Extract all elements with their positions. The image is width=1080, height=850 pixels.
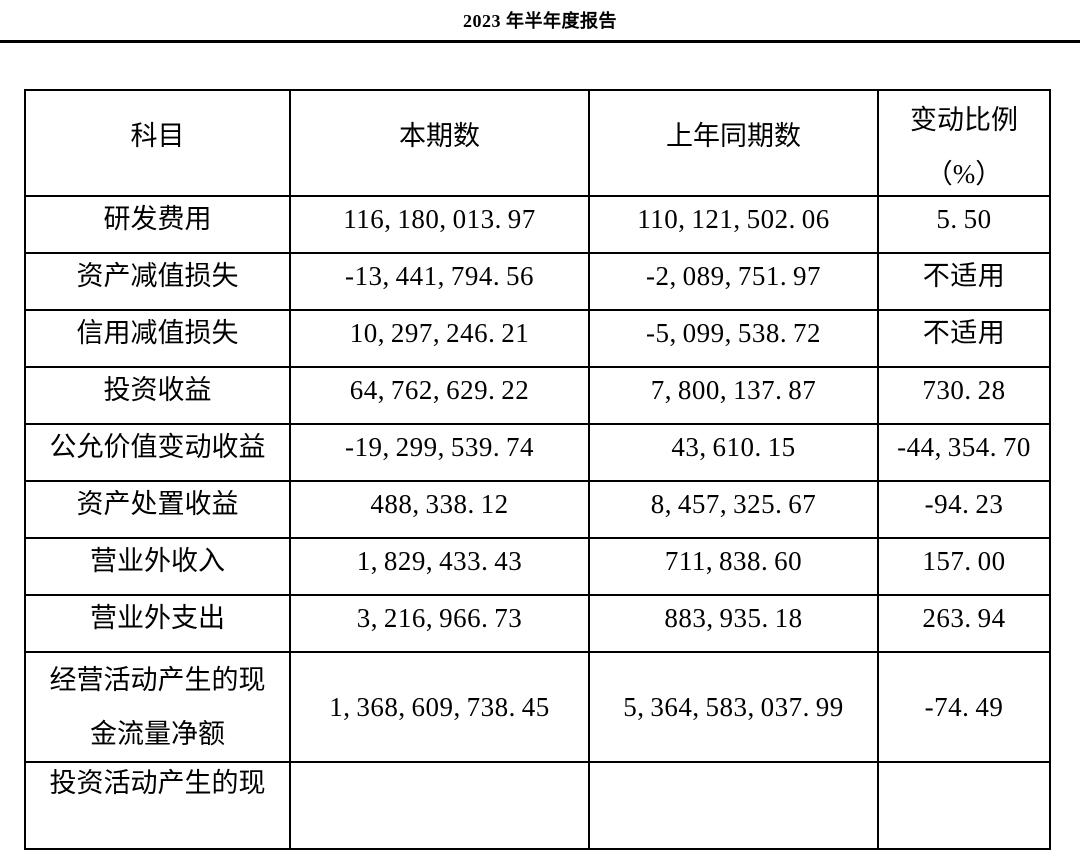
row-current-value: 1, 368, 609, 738. 45 — [291, 653, 590, 763]
table-row: 信用减值损失 10, 297, 246. 21 -5, 099, 538. 72 不适… — [26, 311, 1049, 368]
row-subject: 资产减值损失 — [26, 254, 291, 311]
row-current-value: 1, 829, 433. 43 — [291, 539, 590, 596]
row-prior-value: 43, 610. 15 — [590, 425, 879, 482]
table-row: 资产减值损失 -13, 441, 794. 56 -2, 089, 751. 97 不… — [26, 254, 1049, 311]
row-change-ratio: 5. 50 — [879, 197, 1049, 254]
row-subject: 资产处置收益 — [26, 482, 291, 539]
table-row: 资产处置收益 488, 338. 12 8, 457, 325. 67 -94. 23 — [26, 482, 1049, 539]
table-header-row: 科目 本期数 上年同期数 变动比例 （%） — [26, 91, 1049, 197]
row-change-ratio: -94. 23 — [879, 482, 1049, 539]
table-row: 公允价值变动收益 -19, 299, 539. 74 43, 610. 15 -44,… — [26, 425, 1049, 482]
table-row: 投资收益 64, 762, 629. 22 7, 800, 137. 87 730. … — [26, 368, 1049, 425]
row-subject-line: 经营活动产生的现 — [49, 665, 266, 695]
column-header-current-period: 本期数 — [291, 91, 590, 197]
row-prior-value: 7, 800, 137. 87 — [590, 368, 879, 425]
row-prior-value: 883, 935. 18 — [590, 596, 879, 653]
row-prior-value: 5, 364, 583, 037. 99 — [590, 653, 879, 763]
column-header-subject: 科目 — [26, 91, 291, 197]
title-divider — [0, 40, 1080, 43]
column-header-change-ratio: 变动比例 （%） — [879, 91, 1049, 197]
row-subject: 信用减值损失 — [26, 311, 291, 368]
column-header-change-ratio-unit: （%） — [925, 159, 1003, 189]
row-prior-value: -5, 099, 538. 72 — [590, 311, 879, 368]
row-subject: 公允价值变动收益 — [26, 425, 291, 482]
row-prior-value: 110, 121, 502. 06 — [590, 197, 879, 254]
row-subject: 经营活动产生的现 金流量净额 — [26, 653, 291, 763]
page-title: 2023 年半年度报告 — [463, 11, 617, 31]
row-subject: 投资收益 — [26, 368, 291, 425]
table-row: 营业外支出 3, 216, 966. 73 883, 935. 18 263. 94 — [26, 596, 1049, 653]
row-prior-value: 711, 838. 60 — [590, 539, 879, 596]
row-current-value: 116, 180, 013. 97 — [291, 197, 590, 254]
row-current-value: -13, 441, 794. 56 — [291, 254, 590, 311]
row-change-ratio: 不适用 — [879, 254, 1049, 311]
column-header-change-ratio-label: 变动比例 — [910, 105, 1018, 135]
table-row: 经营活动产生的现 金流量净额 1, 368, 609, 738. 45 5, 364,… — [26, 653, 1049, 763]
row-subject: 研发费用 — [26, 197, 291, 254]
row-current-value: 64, 762, 629. 22 — [291, 368, 590, 425]
column-header-prior-period: 上年同期数 — [590, 91, 879, 197]
row-subject: 营业外收入 — [26, 539, 291, 596]
row-prior-value: -2, 089, 751. 97 — [590, 254, 879, 311]
table-row: 营业外收入 1, 829, 433. 43 711, 838. 60 157. 00 — [26, 539, 1049, 596]
row-change-ratio: 157. 00 — [879, 539, 1049, 596]
financial-comparison-table: 科目 本期数 上年同期数 变动比例 （%） 研发费用 116, 180, 013.… — [24, 89, 1051, 850]
row-current-value: 488, 338. 12 — [291, 482, 590, 539]
row-change-ratio: -74. 49 — [879, 653, 1049, 763]
table-rows: 研发费用 116, 180, 013. 97 110, 121, 502. 06 5.… — [26, 197, 1049, 848]
row-change-ratio: -44, 354. 70 — [879, 425, 1049, 482]
row-subject: 营业外支出 — [26, 596, 291, 653]
row-prior-value: 8, 457, 325. 67 — [590, 482, 879, 539]
row-current-value: 3, 216, 966. 73 — [291, 596, 590, 653]
row-subject-line: 金流量净额 — [90, 719, 225, 749]
table-row: 研发费用 116, 180, 013. 97 110, 121, 502. 06 5.… — [26, 197, 1049, 254]
row-current-value: -19, 299, 539. 74 — [291, 425, 590, 482]
row-change-ratio: 263. 94 — [879, 596, 1049, 653]
row-change-ratio: 不适用 — [879, 311, 1049, 368]
row-change-ratio: 730. 28 — [879, 368, 1049, 425]
row-current-value: 10, 297, 246. 21 — [291, 311, 590, 368]
